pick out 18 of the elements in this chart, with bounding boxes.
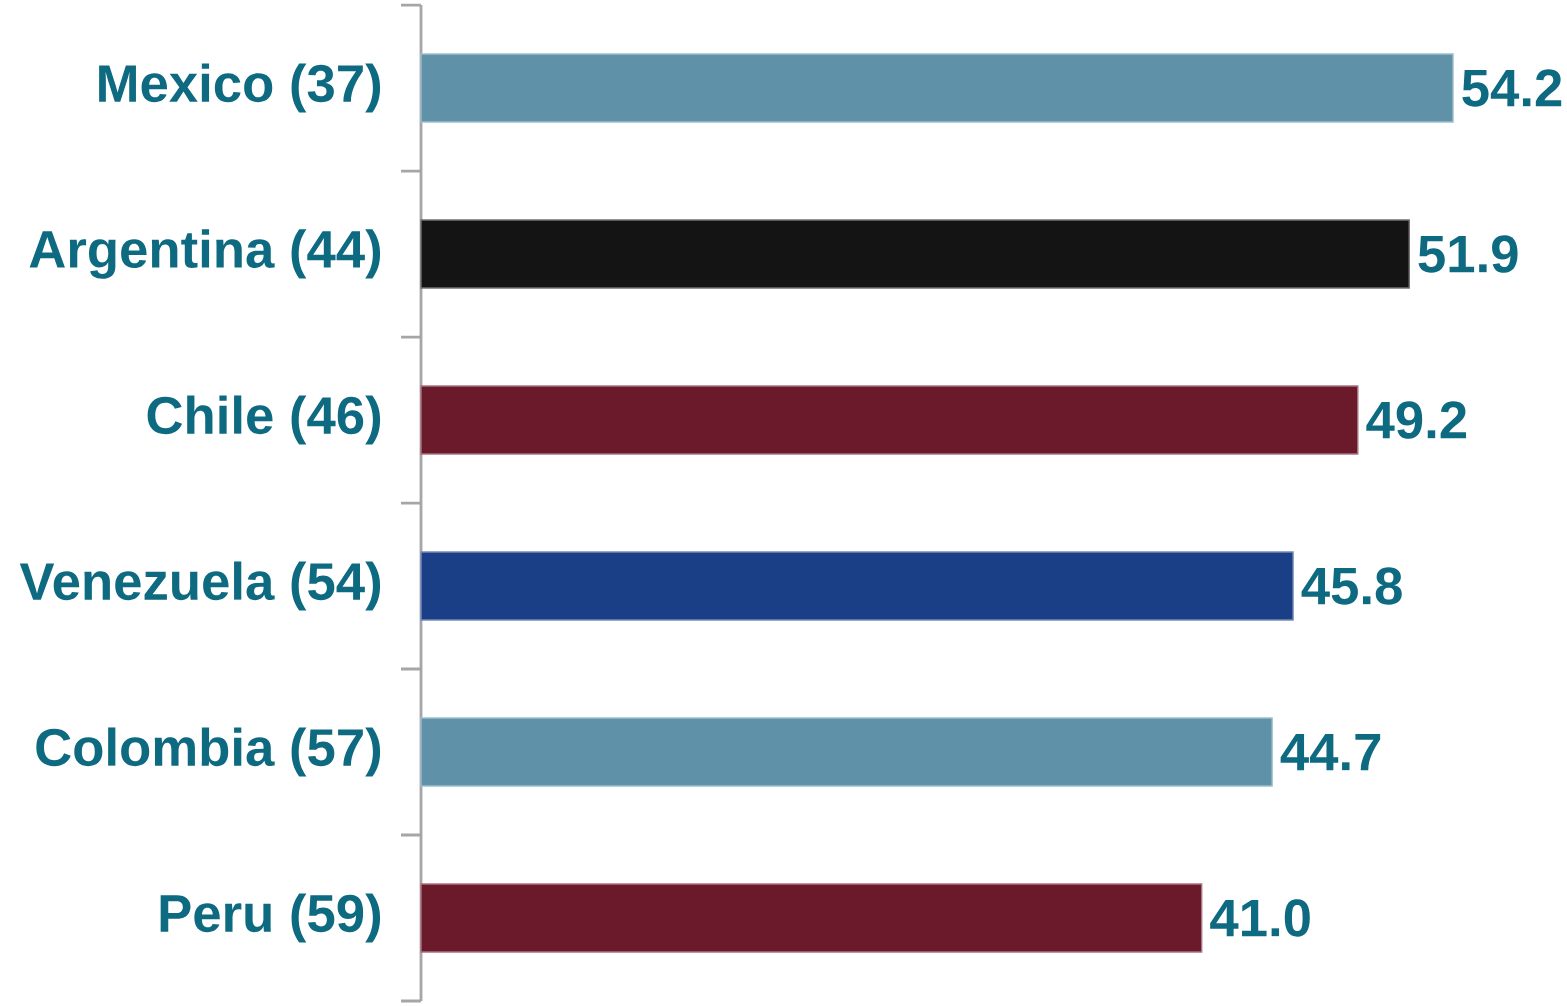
y-tick-label: Mexico (37) [99,63,381,113]
data-label: 45.8 [1301,567,1402,605]
y-tick-label: Venezuela (54) [19,561,381,611]
data-label: 41.0 [1210,899,1310,937]
data-label: 54.2 [1462,69,1562,107]
y-tick-label: Argentina (44) [29,229,381,279]
bar [420,53,1454,123]
data-label: 51.9 [1418,235,1518,273]
data-label: 49.2 [1366,401,1466,439]
y-tick-label: Peru (59) [160,893,381,943]
bar [420,385,1359,455]
bar [420,883,1203,953]
y-tick-label: Chile (46) [147,395,381,445]
y-tick-label: Colombia (57) [36,727,381,777]
bar [420,717,1273,787]
bar [420,219,1410,289]
data-label: 44.7 [1280,733,1381,771]
bar [420,551,1294,621]
